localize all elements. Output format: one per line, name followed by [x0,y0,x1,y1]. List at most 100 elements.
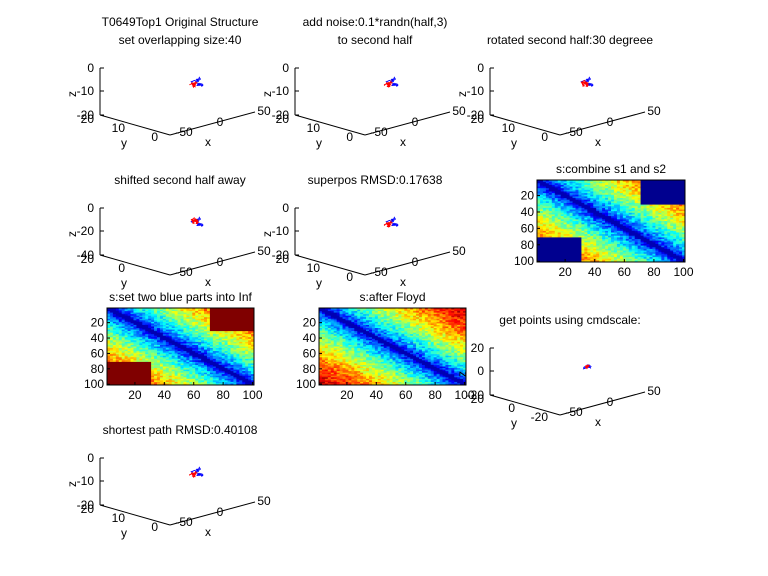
series-second-half [189,80,198,89]
z-tick-label: -10 [77,474,95,488]
heatmap-cells [319,308,467,386]
x-axis-label: x [400,275,406,289]
y-tick-label: 80 [303,362,317,376]
series-first-half [385,76,399,87]
z-tick-label: -20 [77,498,95,512]
y-tick-label: 20 [81,502,95,516]
subplot-title: add noise:0.1*randn(half,3) [303,15,448,29]
x-tick-label: 0 [412,115,419,129]
y-axis-label: y [316,276,322,290]
block-bottom-left [537,237,582,262]
subplot-6: s:combine s1 and s2 20 40 60 80 100 20 40 60 80 10… [514,162,694,279]
x-tick-label: 60 [187,388,201,402]
x-tick-label: -50 [175,125,193,139]
x-tick-label: 80 [428,388,442,402]
y-tick-label: 0 [346,130,353,144]
y-tick-label: 0 [508,401,515,415]
z-tick-label: 0 [87,451,94,465]
y-tick-label: 20 [471,392,485,406]
z-tick-label: -10 [77,84,95,98]
x-tick-label: 80 [647,265,661,279]
y-tick-label: 100 [514,254,534,268]
subplot-3: rotated second half:30 degreee0-10-20z01… [455,33,661,150]
subplot-title: superpos RMSD:0.17638 [308,173,443,187]
x-tick-label: 40 [588,265,602,279]
subplot-title: get points using cmdscale: [499,313,640,327]
y-axis-label: y [511,416,517,430]
x-tick-label: -50 [175,265,193,279]
y-tick-label: 0 [118,261,125,275]
heatmap-frame [106,307,255,386]
y-tick-label: 10 [502,121,516,135]
z-axis-label: z [65,91,79,97]
block-bottom-left [107,361,152,385]
subplot-5: superpos RMSD:0.17638 0 -10 -20 z 0 10 20 y -50 0 5… [260,173,466,290]
y-tick-label: 40 [521,205,535,219]
z-axis-label: z [455,91,469,97]
series-first-half [385,216,399,227]
subplot-title: s:set two blue parts into Inf [109,290,252,304]
y-tick-label: 20 [81,112,95,126]
x-tick-label: -50 [565,125,583,139]
x-tick-label: 40 [370,388,384,402]
x-tick-label: 60 [399,388,413,402]
x-tick-label: 40 [158,388,172,402]
z-tick-label: -10 [272,84,290,98]
y-tick-label: 20 [81,252,95,266]
x-tick-label: 0 [412,255,419,269]
x-tick-label: -50 [370,125,388,139]
subplot-title: s:combine s1 and s2 [556,162,666,176]
series-second-half [383,219,393,228]
x-tick-label: 20 [128,388,142,402]
axes-box [294,67,451,136]
y-tick-label: 80 [91,362,105,376]
x-tick-label: 80 [216,388,230,402]
heatmap-frame [318,307,467,386]
x-tick-label: 50 [647,104,661,118]
x-tick-label: 50 [452,104,466,118]
x-axis-label: x [205,525,211,539]
x-axis-label: x [595,135,601,149]
x-tick-label: -50 [175,515,193,529]
y-tick-label: 40 [303,331,317,345]
z-tick-label: -10 [467,84,485,98]
y-tick-label: 20 [276,112,290,126]
x-tick-label: 50 [257,244,271,258]
x-tick-label: 0 [607,115,614,129]
subplot-title: shifted second half away [114,173,245,187]
axes-box [489,67,646,136]
y-tick-label: 0 [151,520,158,534]
subplot-title: set overlapping size:40 [119,33,242,47]
y-tick-label: 10 [307,121,321,135]
y-axis-label: y [511,136,517,150]
y-tick-label: 10 [112,511,126,525]
x-tick-label: 50 [647,384,661,398]
x-tick-label: -50 [370,265,388,279]
block-top-right [640,180,685,205]
y-tick-label: 0 [151,130,158,144]
z-axis-label: z [260,91,274,97]
x-tick-label: 50 [257,104,271,118]
z-tick-label: -40 [77,248,95,262]
z-tick-label: 0 [282,201,289,215]
series-first-half [190,466,204,477]
z-tick-label: -20 [77,108,95,122]
x-axis-label: x [400,135,406,149]
subplot-4: shifted second half away 0 -20 -40 z 0 20 y -50 0… [65,173,271,290]
series-first-half [190,76,204,87]
x-tick-label: 0 [217,505,224,519]
y-tick-label: 100 [84,377,104,391]
subplot-1: T0649Top1 Original Structure set overlapp… [65,15,271,150]
y-tick-label: 20 [276,252,290,266]
y-tick-label: 20 [303,316,317,330]
z-axis-label: z [455,371,469,377]
z-tick-label: 0 [87,61,94,75]
x-tick-label: 100 [455,388,475,402]
x-tick-label: 0 [217,115,224,129]
y-tick-label: 20 [91,316,105,330]
x-tick-label: 50 [452,244,466,258]
heatmap-frame [536,179,686,263]
z-tick-label: -20 [467,388,485,402]
